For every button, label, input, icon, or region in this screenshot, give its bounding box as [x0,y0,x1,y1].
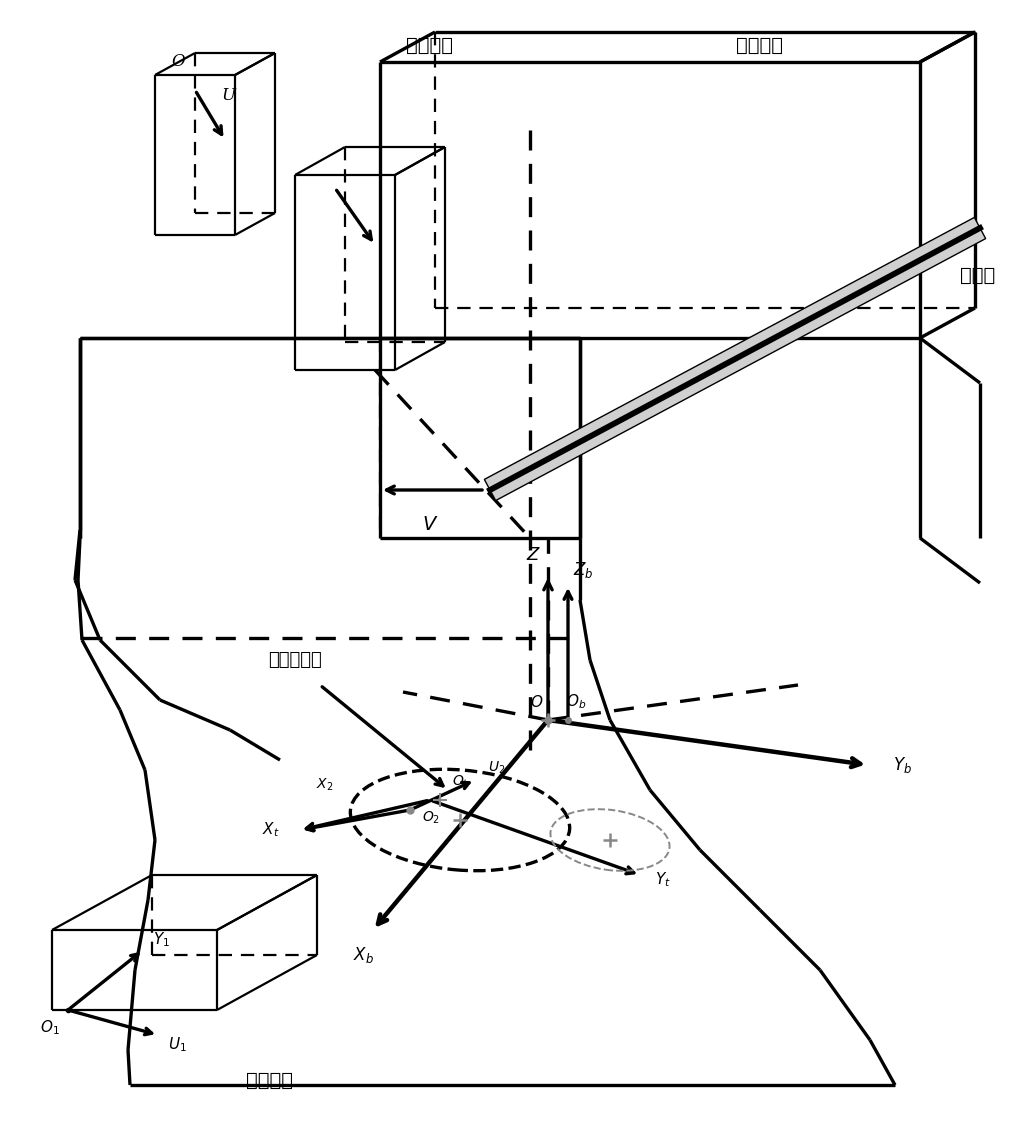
Text: $U_2$: $U_2$ [488,760,505,776]
Text: $O_2$: $O_2$ [422,810,440,826]
Text: $O_1$: $O_1$ [41,1019,60,1037]
Text: 测量相机: 测量相机 [406,36,453,55]
Text: $Z$: $Z$ [526,545,542,564]
Text: O: O [171,54,185,71]
Text: $U_1$: $U_1$ [168,1036,187,1054]
Text: $Y_t$: $Y_t$ [655,871,671,889]
Text: 光栅尺: 光栅尺 [960,266,996,284]
Text: $Z_b$: $Z_b$ [573,560,593,580]
Text: U: U [221,86,235,103]
Text: $O_b$: $O_b$ [566,692,586,712]
Text: $Y_1$: $Y_1$ [153,931,170,949]
Text: $O$: $O$ [529,694,543,711]
Text: 定位相机: 定位相机 [246,1070,293,1090]
Text: $X_b$: $X_b$ [352,945,374,965]
Text: 定位基准孔: 定位基准孔 [268,651,322,669]
Text: $Y_b$: $Y_b$ [893,755,912,775]
Text: $X_2$: $X_2$ [317,777,334,793]
Polygon shape [485,218,985,501]
Text: $O_t$: $O_t$ [452,774,469,791]
Text: $V$: $V$ [421,516,438,534]
Text: $X_t$: $X_t$ [263,821,280,839]
Text: 被测缸体: 被测缸体 [736,36,784,55]
